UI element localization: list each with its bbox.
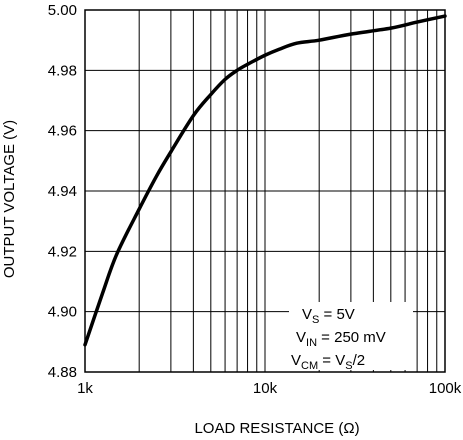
y-tick-label: 4.90 (48, 304, 77, 321)
annotation-vcm: VCM = VS/2 (291, 352, 365, 372)
x-tick-label: 1k (77, 380, 93, 397)
annotation-background (289, 302, 413, 370)
annotation-vin: VIN = 250 mV (296, 329, 386, 349)
y-tick-label: 4.92 (48, 243, 77, 260)
plot-frame (84, 9, 446, 373)
x-tick-label: 10k (253, 380, 278, 397)
annotation-legend: VS = 5V VIN = 250 mV VCM = VS/2 (289, 302, 413, 372)
y-tick-label: 4.88 (48, 364, 77, 381)
y-tick-label: 4.94 (48, 183, 77, 200)
x-axis-label: LOAD RESISTANCE (Ω) (194, 420, 359, 437)
y-tick-label: 5.00 (48, 2, 77, 19)
y-tick-labels: 4.88 4.90 4.92 4.94 4.96 4.98 5.00 (48, 2, 77, 381)
y-tick-label: 4.96 (48, 123, 77, 140)
series-line (83, 14, 447, 347)
y-tick-label: 4.98 (48, 62, 77, 79)
series-layer (83, 14, 447, 347)
x-tick-label: 100k (429, 380, 462, 397)
x-tick-labels: 1k 10k 100k (77, 380, 462, 397)
annotation-vs: VS = 5V (302, 306, 355, 326)
y-axis-label: OUTPUT VOLTAGE (V) (1, 120, 18, 278)
